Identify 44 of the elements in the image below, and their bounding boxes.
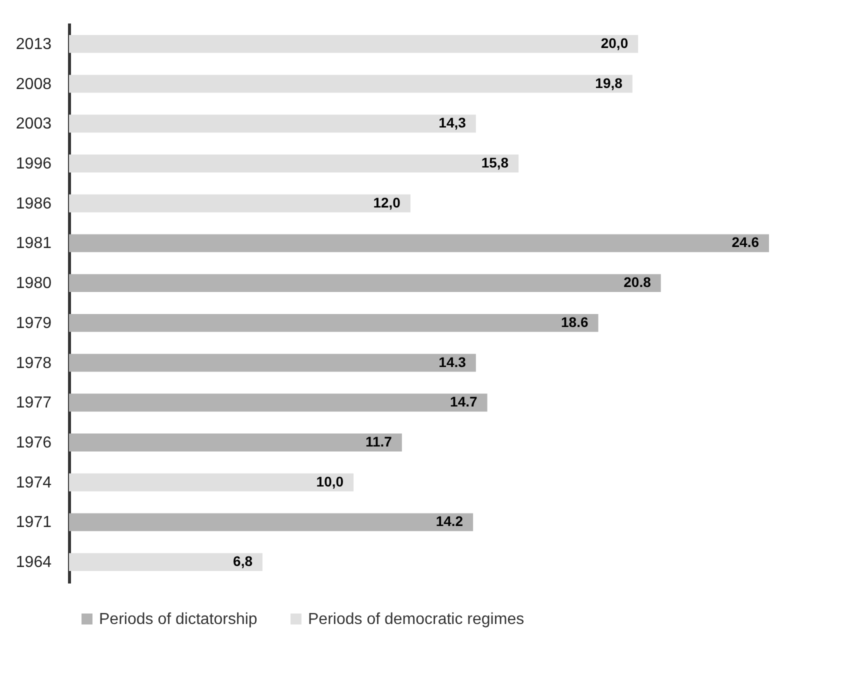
data-label: 14,3	[438, 114, 466, 131]
y-tick-label: 1976	[16, 434, 52, 452]
y-tick-label: 2008	[16, 76, 52, 93]
data-label: 14.7	[450, 394, 478, 410]
y-tick-label: 1980	[16, 275, 52, 292]
data-label: 10,0	[316, 473, 344, 490]
bar	[69, 553, 262, 572]
data-label: 20.8	[624, 274, 652, 290]
bar	[69, 434, 402, 452]
y-tick-label: 1979	[16, 314, 52, 332]
bar	[69, 74, 632, 93]
y-tick-label: 2003	[16, 116, 52, 133]
bar	[69, 194, 410, 212]
y-tick-label: 1964	[16, 554, 52, 572]
bar	[69, 354, 476, 372]
legend-label: Periods of dictatorship	[99, 611, 258, 628]
data-label: 20,0	[600, 34, 628, 51]
bar	[69, 154, 519, 172]
y-tick-label: 1977	[16, 394, 52, 412]
y-tick-label: 1986	[16, 195, 52, 212]
y-tick-label: 1981	[16, 235, 52, 252]
bar	[69, 234, 769, 252]
y-tick-label: 1971	[16, 514, 52, 532]
y-tick-label: 1996	[16, 156, 52, 172]
data-label: 14.2	[436, 513, 464, 530]
bar	[69, 513, 474, 532]
bar	[69, 114, 476, 133]
bar	[69, 34, 638, 53]
data-label: 24.6	[732, 234, 760, 250]
bar	[69, 274, 661, 292]
data-label: 18.6	[561, 314, 588, 330]
y-tick-label: 1978	[16, 354, 52, 372]
bar	[69, 394, 488, 412]
bar	[69, 314, 598, 332]
data-label: 12,0	[373, 194, 401, 210]
bar	[69, 473, 354, 492]
legend-label: Periods of democratic regimes	[308, 611, 524, 628]
data-label: 19,8	[595, 74, 623, 91]
data-label: 11.7	[365, 434, 392, 450]
data-label: 6,8	[233, 553, 253, 570]
y-tick-label: 2013	[16, 36, 52, 53]
y-tick-label: 1974	[16, 474, 52, 492]
data-label: 15,8	[481, 154, 509, 170]
data-label: 14.3	[438, 354, 466, 370]
